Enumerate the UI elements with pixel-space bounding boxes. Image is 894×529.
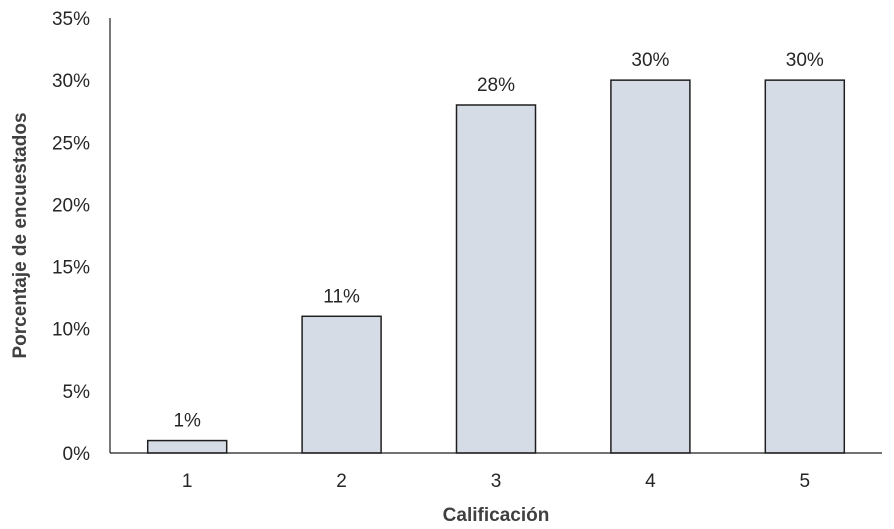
data-label-2: 11% bbox=[323, 286, 360, 307]
bar-3 bbox=[455, 104, 537, 454]
x-tick-label: 4 bbox=[645, 471, 656, 492]
bar-1 bbox=[146, 439, 228, 454]
x-tick-labels-group: 1 2 3 4 5 bbox=[182, 471, 810, 492]
x-tick-label: 1 bbox=[182, 471, 193, 492]
y-tick-labels-group: 0% 5% 10% 15% 20% 25% 30% 35% bbox=[52, 9, 90, 465]
y-tick-label: 15% bbox=[52, 258, 90, 279]
data-labels-group: 1% 11% 28% 30% 30% bbox=[173, 50, 823, 431]
bar-5 bbox=[764, 79, 846, 454]
x-tick-label: 3 bbox=[491, 471, 502, 492]
y-axis-title: Porcentaje de encuestados bbox=[10, 112, 31, 358]
y-tick-label: 30% bbox=[52, 71, 90, 92]
y-tick-label: 35% bbox=[52, 9, 90, 30]
bars-group bbox=[146, 79, 846, 454]
data-label-1: 1% bbox=[173, 411, 201, 432]
y-tick-label: 5% bbox=[63, 382, 91, 403]
data-label-5: 30% bbox=[786, 50, 824, 71]
y-tick-label: 10% bbox=[52, 320, 90, 341]
y-tick-label: 25% bbox=[52, 133, 90, 154]
bar-4 bbox=[610, 79, 691, 454]
x-axis-title: Calificación bbox=[443, 505, 550, 526]
data-label-4: 30% bbox=[631, 50, 669, 71]
x-tick-label: 2 bbox=[336, 471, 347, 492]
x-tick-label: 5 bbox=[800, 471, 811, 492]
bar-2 bbox=[301, 315, 382, 454]
data-label-3: 28% bbox=[477, 75, 515, 96]
y-tick-label: 0% bbox=[63, 444, 91, 465]
y-tick-label: 20% bbox=[52, 195, 90, 216]
